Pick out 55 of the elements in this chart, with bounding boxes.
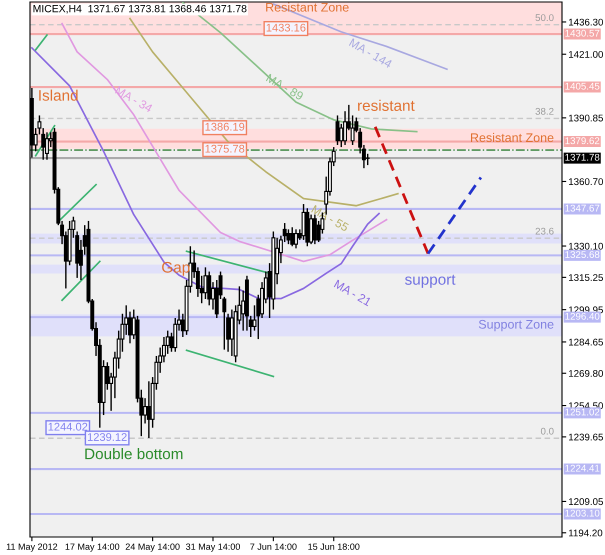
annotation: support (405, 274, 456, 288)
ref-line-label: 1371.78 (565, 154, 600, 161)
x-tick-label: 17 May 14:00 (66, 543, 120, 552)
candlestick (146, 380, 151, 439)
candlestick (302, 203, 306, 241)
ref-line-label: 1347.67 (565, 204, 600, 212)
ref-line-label: 1224.41 (565, 464, 600, 472)
y-tick-label: 1194.20 (568, 530, 602, 536)
ref-line-label: 1379.62 (565, 137, 600, 144)
band-label: Support Zone (478, 320, 554, 332)
candlestick (207, 270, 212, 306)
band-label: Resistant Zone (266, 2, 349, 12)
ref-line-label: 1251.02 (565, 408, 600, 416)
x-tick-label: 11 May 2012 (6, 543, 58, 552)
x-tick-label: 15 Jun 18:00 (308, 543, 360, 550)
band-label: Resistant Zone (470, 132, 554, 142)
candlestick (45, 132, 49, 160)
annotation: 1433.16 (266, 24, 306, 32)
y-tick-label: 1421.00 (568, 50, 604, 58)
x-tick-label: 24 May 14:00 (126, 543, 180, 552)
chart-title: MICEX,H4 1371.67 1373.81 1368.46 1371.78 (34, 4, 246, 14)
y-tick-label: 1390.85 (568, 114, 603, 122)
y-tick-label: 1360.70 (568, 178, 604, 186)
annotation: 1244.02 (48, 422, 88, 431)
annotation: 38.2 (535, 108, 554, 115)
y-tick-label: 1315.25 (568, 274, 603, 281)
x-tick-label: 31 May 14:00 (186, 543, 240, 552)
y-tick-label: 1436.30 (568, 18, 604, 26)
text: MA - 21 (334, 280, 372, 306)
candlestick (339, 123, 344, 148)
annotation: 0.0 (540, 428, 554, 435)
y-tick-label: 1209.05 (568, 498, 603, 506)
candlestick (203, 266, 208, 300)
ref-line-label: 1203.10 (565, 510, 600, 517)
candlestick (336, 114, 340, 146)
y-tick-label: 1269.80 (568, 370, 604, 377)
ref-line-label: 1296.40 (565, 312, 600, 320)
x-tick-label: 7 Jun 14:00 (250, 543, 297, 550)
annotation: 1386.19 (205, 122, 244, 131)
annotation: 1239.12 (88, 433, 127, 441)
annotation: 1375.78 (205, 144, 244, 153)
annotation: Double bottom (85, 448, 182, 460)
y-tick-label: 1284.65 (568, 338, 603, 346)
annotation: 50.0 (535, 14, 554, 22)
y-tick-label: 1330.10 (568, 242, 604, 250)
ref-line-label: 1325.68 (565, 251, 600, 258)
candlestick (290, 226, 294, 247)
candlestick (143, 397, 148, 424)
text: MA - 144 (348, 38, 393, 68)
y-tick-label: 1239.65 (568, 434, 603, 440)
ref-line-label: 1430.57 (565, 30, 600, 37)
ref-line-label: 1405.45 (565, 82, 600, 90)
annotation: resistant (358, 100, 415, 111)
annotation: 23.6 (536, 228, 554, 235)
candlestick (294, 228, 298, 250)
